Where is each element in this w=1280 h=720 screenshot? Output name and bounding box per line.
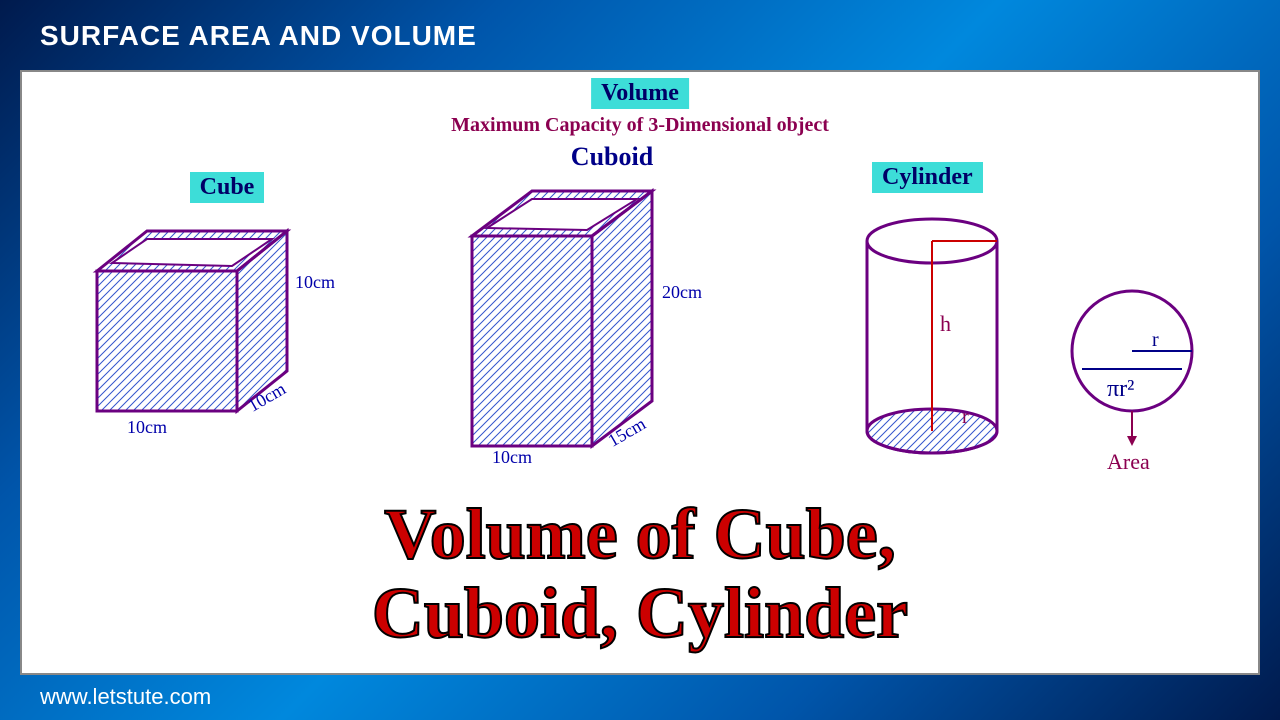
page-header-title: SURFACE AREA AND VOLUME [40, 20, 477, 52]
whiteboard: Volume Maximum Capacity of 3-Dimensional… [20, 70, 1260, 675]
cylinder-label: Cylinder [872, 162, 983, 193]
main-title: Volume of Cube, Cuboid, Cylinder [372, 495, 908, 653]
volume-heading: Volume [591, 78, 689, 109]
cuboid-label: Cuboid [571, 142, 653, 171]
subtitle-text: Maximum Capacity of 3-Dimensional object [451, 114, 829, 137]
cube-height: 10cm [295, 272, 335, 293]
cube-svg [77, 211, 337, 441]
cylinder-shape: Cylinder h r r πr² Area [852, 162, 1252, 486]
cylinder-h-text: h [940, 311, 951, 336]
area-label-text: Area [1107, 449, 1150, 474]
cuboid-shape: Cuboid 10cm 15cm 20cm [452, 142, 732, 471]
cube-label: Cube [190, 172, 265, 203]
cube-width: 10cm [127, 417, 167, 438]
main-title-line2: Cuboid, Cylinder [372, 574, 908, 653]
volume-label: Volume [591, 78, 689, 109]
cuboid-height: 20cm [662, 282, 702, 303]
cylinder-svg: h r r πr² Area [852, 201, 1252, 481]
cuboid-svg [452, 176, 732, 466]
cylinder-r-text-base: r [962, 406, 969, 428]
cuboid-width: 10cm [492, 447, 532, 468]
footer-url: www.letstute.com [40, 684, 211, 710]
pi-r-squared: πr² [1107, 376, 1134, 402]
main-title-line1: Volume of Cube, [372, 495, 908, 574]
cube-shape: Cube 10cm 10cm 10cm [77, 172, 337, 446]
circle-r-label: r [1152, 329, 1159, 351]
